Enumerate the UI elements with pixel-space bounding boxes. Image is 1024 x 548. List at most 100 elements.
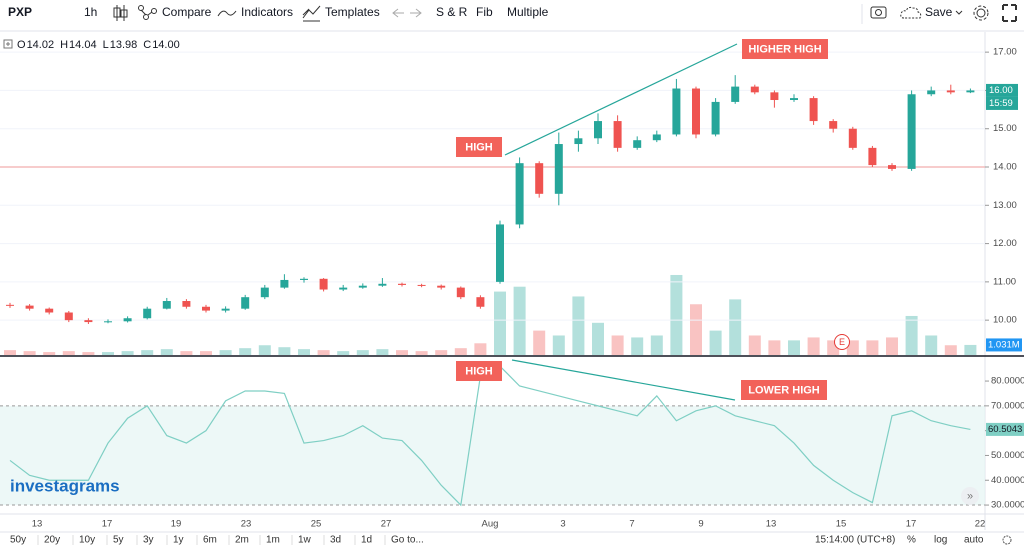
annotation: HIGH xyxy=(465,365,493,377)
candle-body xyxy=(790,98,798,101)
rsi-band xyxy=(0,405,985,506)
candle-body xyxy=(535,163,544,194)
candle-body xyxy=(143,308,152,319)
x-tick-label: 17 xyxy=(102,519,113,530)
time-axis: 13 17 19 23 25 27 Aug 3 7 9 13 15 17 22 xyxy=(32,519,986,530)
scale-option[interactable]: log xyxy=(934,535,947,546)
candle-body xyxy=(123,318,132,322)
y-tick-label: 70.0000 xyxy=(991,400,1024,411)
legend-toggle[interactable] xyxy=(3,39,13,49)
volume-bar xyxy=(43,352,56,355)
volume-bar xyxy=(533,330,546,355)
scale-option[interactable]: % xyxy=(907,535,916,546)
range-button[interactable]: 2m xyxy=(235,535,249,546)
fib-button[interactable]: Fib xyxy=(476,5,493,19)
range-button[interactable]: 1y xyxy=(173,535,184,546)
volume-bar xyxy=(23,351,36,355)
fullscreen-icon[interactable] xyxy=(1002,4,1017,22)
undo-icon[interactable] xyxy=(392,8,404,18)
volume-bar xyxy=(866,340,879,355)
multiple-button[interactable]: Multiple xyxy=(507,5,549,19)
settings-button[interactable] xyxy=(1002,535,1012,545)
annotation: HIGHER HIGH xyxy=(748,43,821,55)
x-tick-label: 23 xyxy=(241,519,252,530)
scale-option[interactable]: auto xyxy=(964,535,984,546)
volume-bar xyxy=(298,349,310,355)
volume-bar xyxy=(415,351,428,355)
candle-body xyxy=(437,285,446,288)
annotation-box xyxy=(741,380,827,400)
volume-bar xyxy=(435,350,448,355)
candle-body xyxy=(260,287,269,298)
candle-body xyxy=(280,279,289,288)
indicators-icon[interactable] xyxy=(217,10,237,17)
y-tick-label: 12.00 xyxy=(993,238,1017,249)
annotation-box xyxy=(456,361,502,381)
candle-body xyxy=(398,283,406,285)
templates-button[interactable]: Templates xyxy=(325,5,380,19)
compare-icon[interactable] xyxy=(138,5,157,20)
watermark: investagrams xyxy=(10,476,120,495)
redo-icon[interactable] xyxy=(410,8,422,18)
volume-label-box xyxy=(986,338,1022,352)
sr-button[interactable]: S & R xyxy=(436,5,468,19)
y-tick-label: 11.00 xyxy=(993,276,1016,287)
indicators-button[interactable]: Indicators xyxy=(241,5,293,19)
range-button[interactable]: 6m xyxy=(203,535,217,546)
templates-icon[interactable] xyxy=(302,5,321,22)
symbol[interactable]: PXP xyxy=(8,5,32,19)
range-button[interactable]: 50y xyxy=(10,535,26,546)
range-button[interactable]: 20y xyxy=(44,535,60,546)
volume-bar xyxy=(572,296,585,355)
earnings-marker[interactable] xyxy=(834,334,850,350)
candle-body xyxy=(182,301,191,307)
volume-bar xyxy=(180,351,193,355)
scroll-button[interactable] xyxy=(961,487,979,505)
range-button[interactable]: 3d xyxy=(330,535,341,546)
settings-icon[interactable] xyxy=(973,5,989,21)
earnings-label: E xyxy=(839,337,845,347)
range-button[interactable]: 3y xyxy=(143,535,154,546)
volume-bar xyxy=(454,348,467,355)
volume-bar xyxy=(102,352,114,355)
candle-body xyxy=(358,285,367,288)
volume-bar xyxy=(141,350,154,355)
volume-bar xyxy=(807,337,820,355)
candle-body xyxy=(613,121,622,148)
volume-bar xyxy=(474,343,487,355)
trend-line xyxy=(511,359,736,401)
range-button[interactable]: Go to... xyxy=(391,535,424,546)
last-price-box xyxy=(986,83,1018,97)
range-button[interactable]: 1d xyxy=(361,535,372,546)
toolbar xyxy=(0,0,1024,31)
snapshot-icon[interactable] xyxy=(870,6,887,19)
countdown-box xyxy=(986,96,1018,110)
x-tick-label: Aug xyxy=(482,519,499,530)
candle-body xyxy=(45,308,54,313)
cloud-icon[interactable] xyxy=(900,6,922,19)
range-button[interactable]: 1w xyxy=(298,535,312,546)
range-button[interactable]: 1m xyxy=(266,535,280,546)
trend-line xyxy=(504,43,738,156)
volume-bar xyxy=(200,351,212,355)
save-menu-icon[interactable] xyxy=(955,10,963,15)
volume-bar xyxy=(62,351,75,355)
x-tick-label: 19 xyxy=(171,519,182,530)
compare-button[interactable]: Compare xyxy=(162,5,212,19)
legend-value: 13.98 xyxy=(110,39,138,51)
volume-bar xyxy=(239,348,252,355)
save-button[interactable]: Save xyxy=(925,5,953,19)
x-tick-label: 3 xyxy=(560,519,565,530)
x-tick-label: 27 xyxy=(381,519,392,530)
candle-body xyxy=(750,86,759,93)
candle-body xyxy=(554,144,563,194)
range-button[interactable]: 5y xyxy=(113,535,124,546)
volume-bar xyxy=(611,335,624,355)
volume-bar xyxy=(121,351,134,355)
volume-bar xyxy=(846,340,859,355)
interval[interactable]: 1h xyxy=(84,5,97,19)
range-button[interactable]: 10y xyxy=(79,535,95,546)
rsi-last-label: 60.5043 xyxy=(988,424,1022,435)
volume-bar xyxy=(709,330,722,355)
chart-style-icon[interactable] xyxy=(113,5,128,21)
